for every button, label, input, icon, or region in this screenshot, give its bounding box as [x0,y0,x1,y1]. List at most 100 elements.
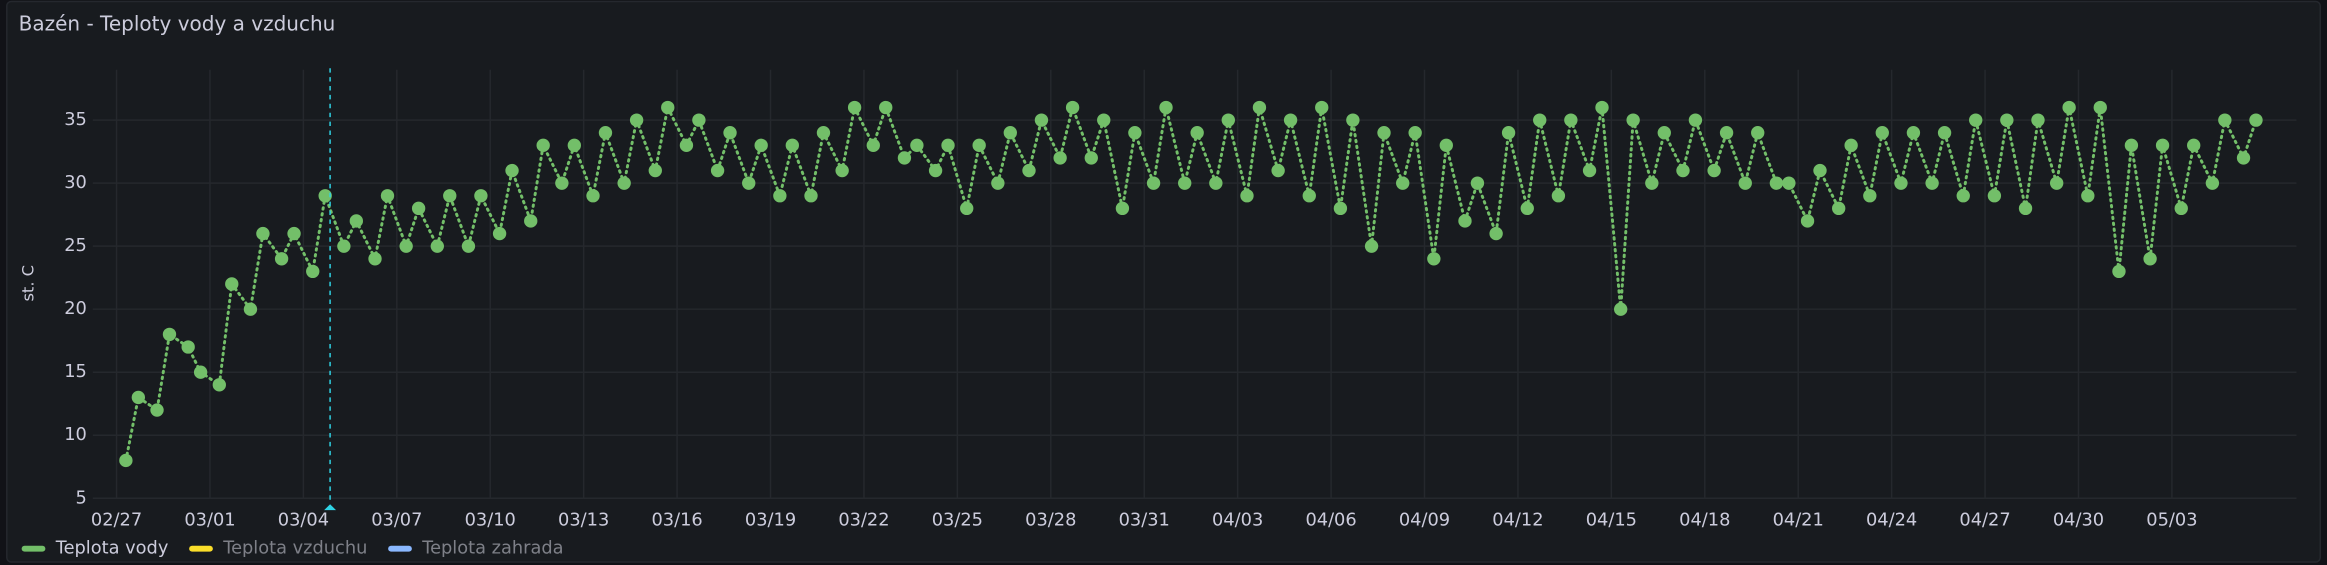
y-tick-label: 30 [64,172,87,193]
data-point [1364,239,1379,253]
legend-label[interactable]: Teplota vody [55,538,169,559]
data-point [1065,100,1080,115]
x-tick-label: 03/25 [932,510,983,531]
x-tick-label: 04/09 [1399,510,1450,531]
data-point [1128,126,1142,140]
data-point [274,252,289,266]
data-point [1533,113,1547,127]
data-point [1271,163,1285,178]
data-point [1097,113,1111,127]
data-point [461,239,476,253]
data-point [474,189,488,203]
data-point [941,138,955,153]
x-tick-label: 02/27 [91,510,142,531]
data-point [2093,100,2107,115]
data-point [119,453,133,468]
data-point [1564,113,1578,127]
data-point [2081,189,2095,203]
panel-title: Bazén - Teploty vody a vzduchu [19,12,336,36]
data-point [1377,126,1391,140]
data-point [742,176,756,190]
data-point [1551,189,1566,203]
data-point [2031,113,2045,127]
legend-label[interactable]: Teplota vzduchu [222,538,367,559]
data-point [617,176,631,190]
data-point [1034,113,1049,127]
data-point [443,189,457,203]
data-point [287,226,301,241]
data-point [2050,176,2064,190]
data-point [1800,214,1815,228]
plot [119,100,2263,468]
data-point [692,113,706,127]
data-point [754,138,768,153]
data-point [972,138,986,153]
data-point [1645,176,1659,190]
data-point [1676,163,1690,178]
data-point [1209,176,1223,190]
data-point [1146,176,1161,190]
data-point [212,378,226,392]
data-point [1832,201,1846,216]
y-tick-label: 20 [64,298,87,319]
data-point [785,138,799,153]
data-point [835,163,849,178]
data-point [318,189,332,203]
data-point [598,126,613,140]
data-point [536,138,550,153]
data-point [2124,138,2139,153]
data-point [897,151,912,165]
x-tick-label: 03/19 [745,510,796,531]
data-point [1906,126,1921,140]
data-point [661,100,675,115]
data-point [2174,201,2188,216]
data-point [1956,189,1970,203]
data-point [430,239,444,253]
data-point [1084,151,1098,165]
data-point [2187,138,2201,153]
data-point [1159,100,1173,115]
x-tick-label: 03/13 [558,510,609,531]
data-point [1844,138,1858,153]
data-point [1688,113,1703,127]
data-point [193,365,208,379]
x-tick-label: 04/24 [1866,510,1917,531]
x-tick-label: 04/21 [1773,510,1824,531]
data-point [1520,201,1534,216]
panel-background [6,0,2321,563]
data-point [1894,176,1908,190]
x-tick-label: 03/28 [1025,510,1076,531]
data-point [1396,176,1410,190]
data-point [1719,126,1734,140]
legend-label[interactable]: Teplota zahrada [421,538,563,559]
data-point [1439,138,1453,153]
data-point [1240,189,1254,203]
data-point [399,239,413,253]
data-point [411,201,426,216]
data-point [991,176,1005,190]
data-point [243,302,258,316]
x-tick-label: 03/04 [278,510,329,531]
data-point [804,189,818,203]
data-point [1769,176,1784,190]
data-point [524,214,538,228]
data-point [586,189,600,203]
y-tick-label: 5 [76,487,87,508]
data-point [1657,126,1671,140]
y-tick-label: 10 [64,424,87,445]
data-point [349,214,364,228]
x-tick-label: 04/30 [2053,510,2104,531]
data-point [1489,226,1503,241]
data-point [1283,113,1298,127]
data-point [1408,126,1422,140]
x-tick-label: 04/15 [1586,510,1637,531]
data-point [960,201,974,216]
data-point [567,138,582,153]
data-point [1738,176,1752,190]
data-point [928,163,943,178]
data-point [1427,252,1441,266]
data-point [1782,176,1796,190]
data-point [2143,252,2157,266]
data-point [1863,189,1877,203]
data-point [1302,189,1316,203]
